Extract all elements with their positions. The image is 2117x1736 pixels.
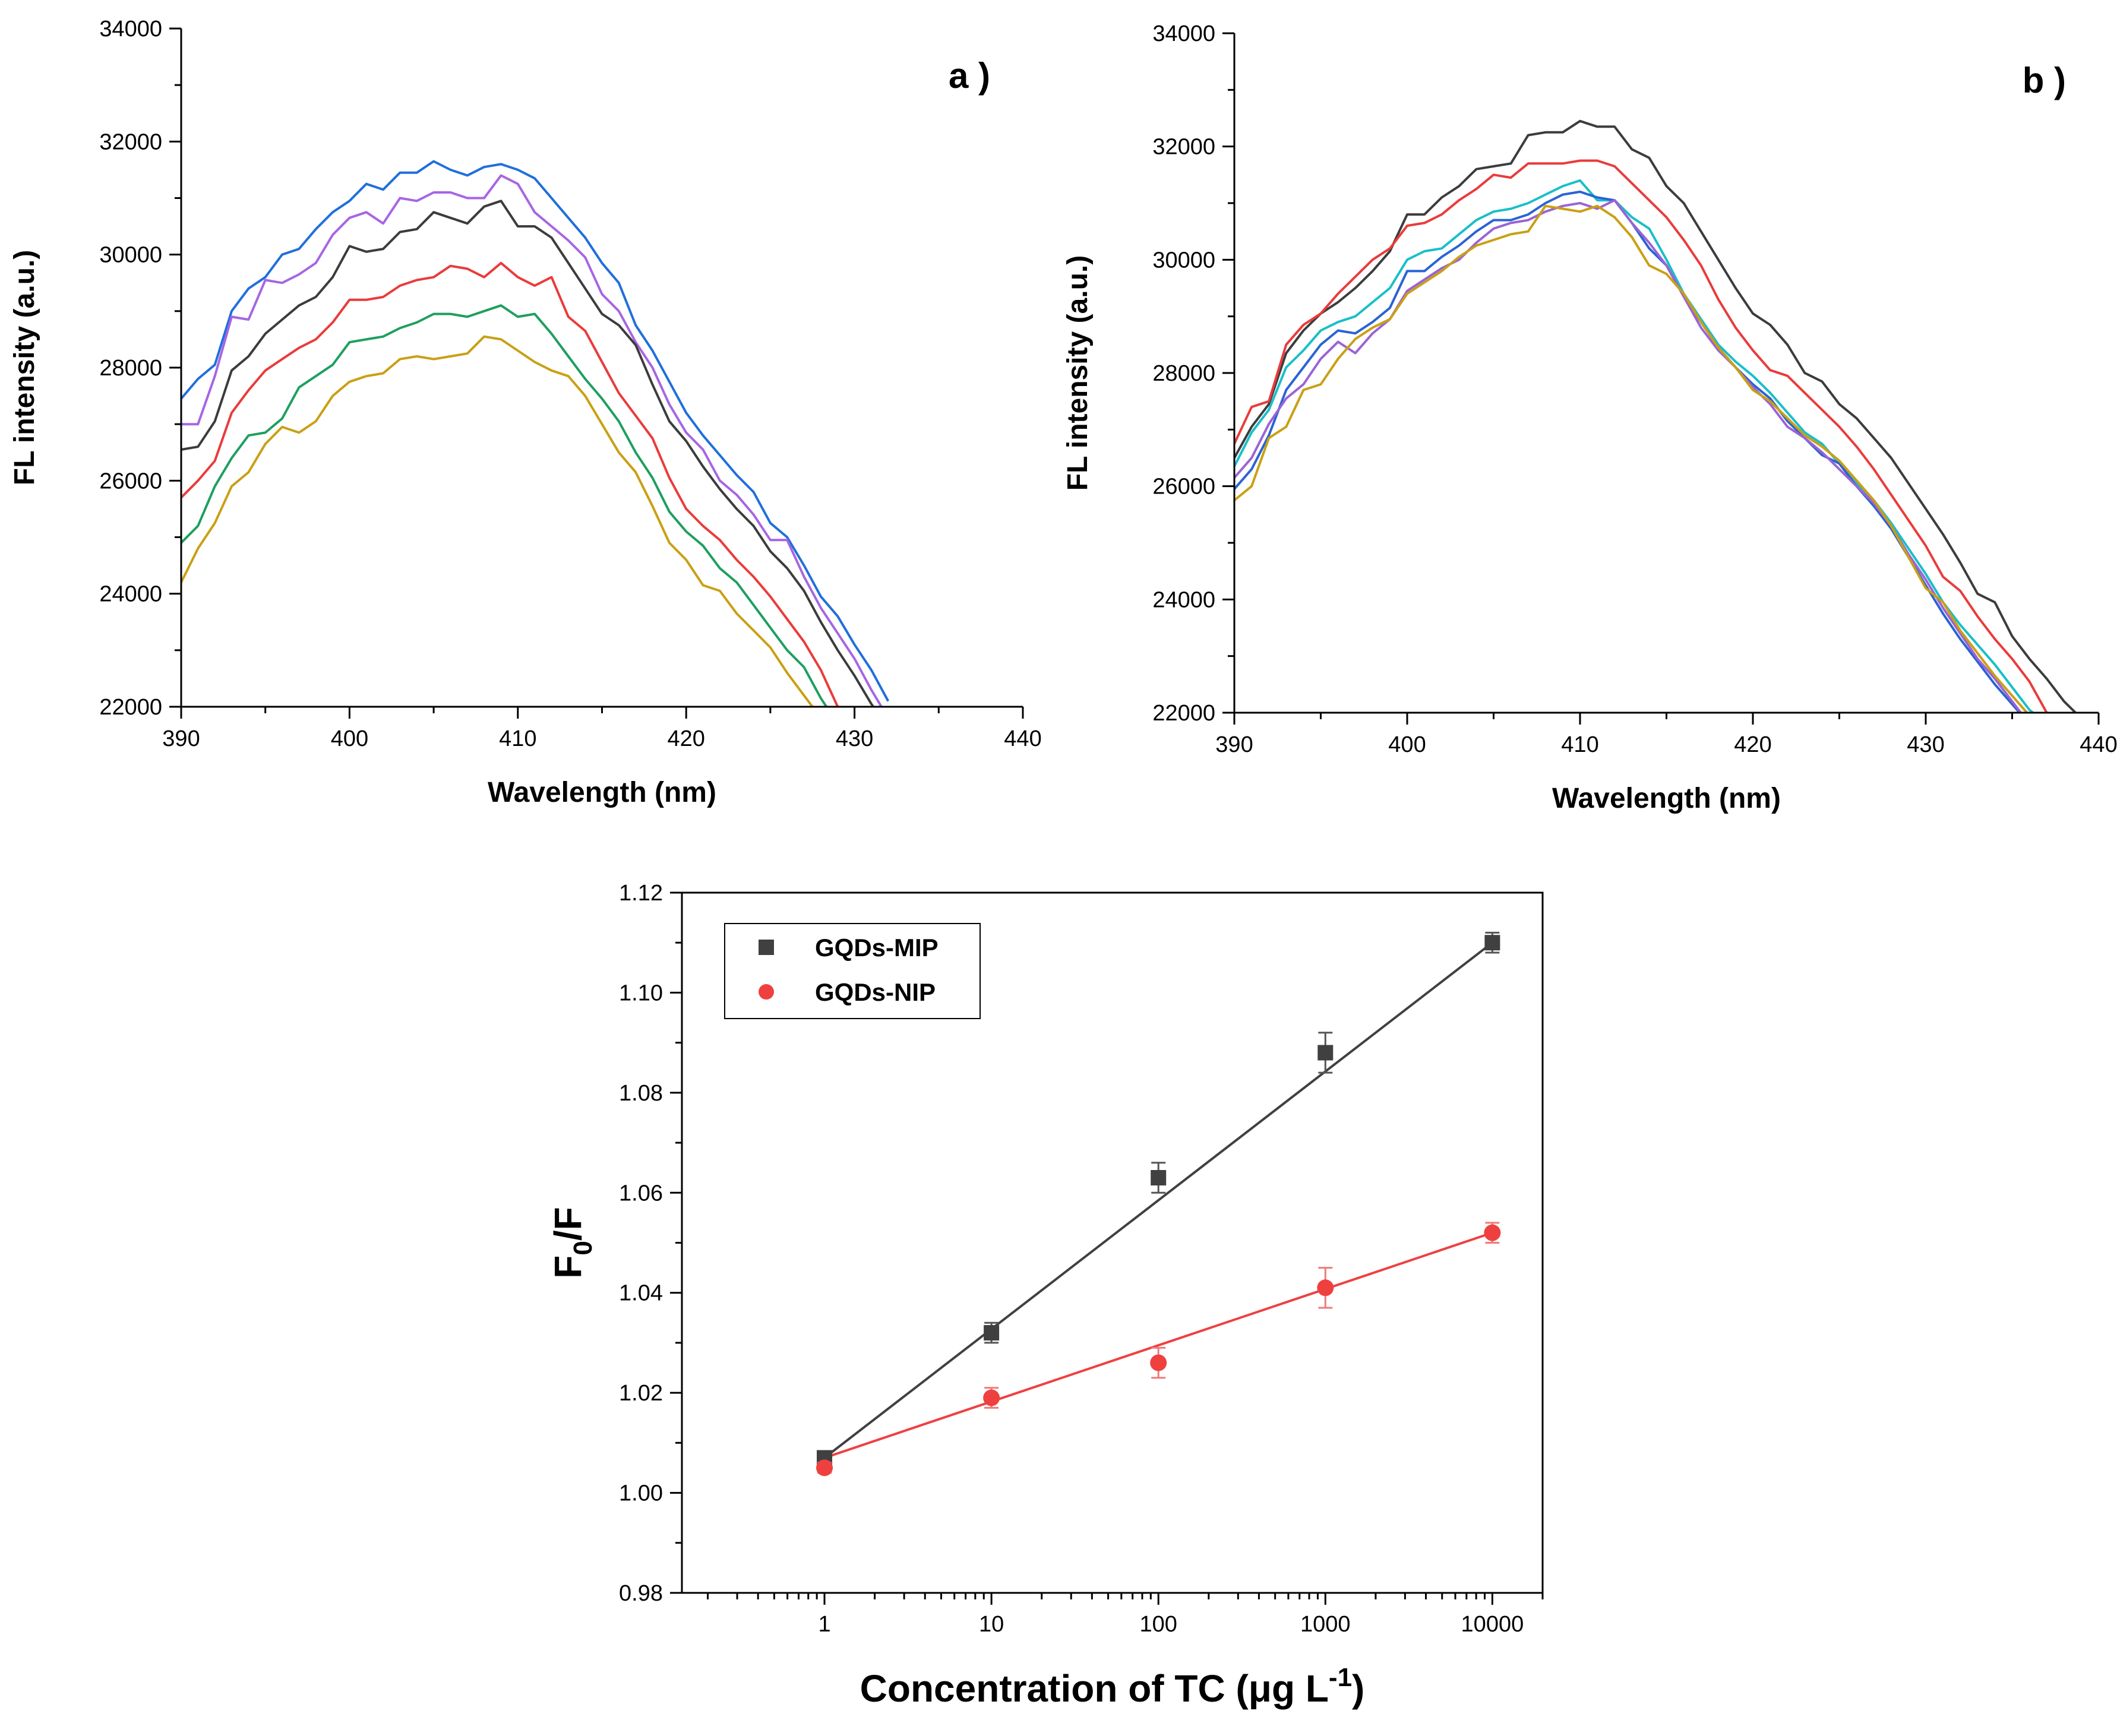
chart-c-point-GQDs-MIP [1484,935,1500,951]
chart-a-series-blue [181,160,890,702]
chart-c-point-GQDs-NIP [816,1459,833,1476]
chart-c-y-axis-label: F0/F [546,1207,598,1278]
chart-b-y-tick-label: 26000 [1152,475,1215,499]
chart-a-y-tick-label: 34000 [99,17,162,42]
chart-c-point-GQDs-MIP [1317,1045,1334,1061]
chart-a-x-tick-label: 410 [499,726,536,751]
chart-c-point-GQDs-NIP [983,1389,1000,1406]
chart-c-point-GQDs-MIP [1151,1170,1167,1186]
chart-a-y-tick-label: 28000 [99,356,162,381]
chart-c-x-axis-label-main: Concentration of TC (μg L [860,1667,1329,1710]
chart-a-series-purple [181,174,883,707]
chart-c-legend-marker-GQDs-MIP [759,940,774,955]
chart-b-x-tick-label: 400 [1388,732,1426,757]
chart-c-legend-marker-GQDs-NIP [759,984,774,1000]
chart-a-y-tick-label: 30000 [99,243,162,268]
chart-b-y-tick-label: 22000 [1152,701,1215,726]
chart-c-point-GQDs-NIP [1150,1354,1167,1371]
chart-b-x-tick-label: 440 [2080,732,2117,757]
chart-a-y-tick-label: 26000 [99,469,162,494]
chart-b-series-black [1234,119,2078,713]
chart-b-series-red [1234,159,2049,713]
chart-c-x-axis-label: Concentration of TC (μg L-1) [860,1663,1365,1710]
chart-b-y-tick-label: 34000 [1152,21,1215,46]
chart-c-y-tick-label: 1.04 [619,1281,663,1306]
chart-c-fit-line-GQDs-NIP [824,1231,1493,1459]
chart-c-y-tick-label: 1.10 [619,981,663,1005]
chart-c-legend-label-GQDs-NIP: GQDs-NIP [815,978,936,1006]
chart-c-y-tick-label: 1.08 [619,1081,663,1106]
chart-b-series-gold [1234,204,2029,713]
chart-b-series-cyan [1234,179,2035,713]
chart-a-series-black [181,200,875,707]
chart-c-calibration: 1 10 100 1000 10000 0.98 1.00 1.02 1.04 1.06 1.08 1… [546,881,1544,1710]
chart-a-series-green [181,304,828,707]
chart-c-y-axis-label-main: F [546,1256,589,1279]
chart-c-point-GQDs-NIP [1317,1279,1334,1297]
chart-c-y-tick-label: 0.98 [619,1581,663,1606]
chart-b-series-group [1234,119,2078,713]
chart-a-series-group [181,160,890,707]
chart-a-x-tick-label: 440 [1004,726,1041,751]
chart-c-y-tick-label: 1.00 [619,1481,663,1506]
chart-a-y-tick-label: 22000 [99,695,162,720]
chart-a-spectra: 390 400 410 420 430 440 22000 24000 26000 28000 30… [9,17,1042,808]
chart-b-x-tick-label: 390 [1215,732,1253,757]
chart-c-point-GQDs-NIP [1484,1224,1501,1241]
chart-a-x-tick-label: 430 [836,726,873,751]
chart-c-x-axis-label-end: ) [1352,1667,1364,1710]
chart-a-y-tick-label: 24000 [99,582,162,607]
chart-a-x-tick-label: 420 [667,726,704,751]
chart-c-x-tick-label: 100 [1139,1612,1177,1637]
chart-c-x-tick-label: 1 [818,1612,830,1637]
chart-c-y-tick-label: 1.06 [619,1181,663,1206]
chart-c-y-axis-label-sub: 0 [568,1241,598,1255]
chart-a-series-gold [181,335,814,707]
chart-b-panel-label: b ) [2023,61,2066,100]
chart-b-x-axis-label: Wavelength (nm) [1552,783,1781,814]
chart-a-panel-label: a ) [949,56,990,96]
chart-b-x-tick-label: 410 [1561,732,1598,757]
chart-b-y-tick-label: 28000 [1152,361,1215,386]
chart-b-spectra: 390 400 410 420 430 440 22000 24000 26000 28000 30… [1062,21,2117,814]
chart-a-series-red [181,261,839,707]
chart-a-y-axis-label: FL intensity (a.u.) [9,250,40,485]
chart-b-y-tick-label: 30000 [1152,248,1215,273]
chart-c-x-tick-label: 10 [979,1612,1004,1637]
chart-a-x-axis-label: Wavelength (nm) [488,777,716,808]
chart-a-x-tick-label: 400 [331,726,368,751]
chart-c-fit-line-GQDs-MIP [823,941,1493,1459]
chart-c-legend: GQDs-MIP GQDs-NIP [724,923,981,1019]
chart-c-y-tick-label: 1.02 [619,1381,663,1406]
chart-c-x-axis-label-sup: -1 [1329,1663,1352,1692]
chart-b-x-tick-label: 430 [1907,732,1944,757]
chart-b-y-tick-label: 32000 [1152,135,1215,160]
chart-a-x-tick-label: 390 [162,726,200,751]
chart-c-y-axis-label-end: /F [546,1207,589,1241]
chart-c-y-tick-label: 1.12 [619,881,663,906]
chart-b-y-axis-label: FL intensity (a.u.) [1062,255,1094,491]
chart-b-y-tick-label: 24000 [1152,587,1215,612]
chart-c-x-tick-label: 10000 [1461,1612,1524,1637]
chart-b-series-purple [1234,199,2023,713]
chart-c-legend-box [724,923,981,1019]
chart-b-series-blue [1234,190,2021,713]
chart-c-point-GQDs-MIP [984,1325,1000,1341]
chart-a-y-tick-label: 32000 [99,129,162,154]
chart-c-x-tick-label: 1000 [1300,1612,1351,1637]
chart-c-legend-label-GQDs-MIP: GQDs-MIP [815,934,939,962]
chart-b-x-tick-label: 420 [1734,732,1771,757]
